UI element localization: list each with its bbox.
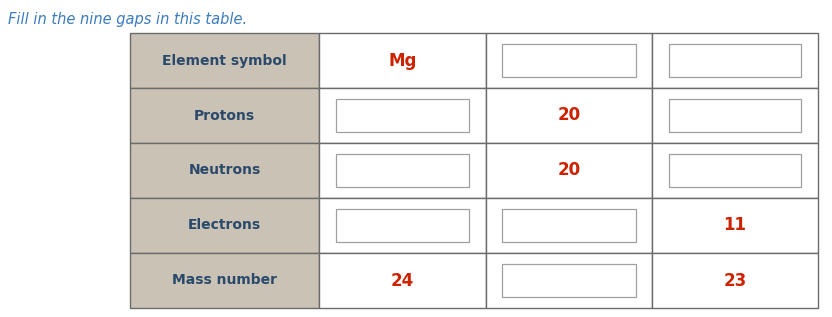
Text: Neutrons: Neutrons: [189, 164, 260, 178]
Text: Mass number: Mass number: [172, 274, 277, 288]
Bar: [319, 88, 486, 143]
Bar: [130, 33, 319, 88]
Bar: [486, 33, 652, 88]
Bar: [669, 154, 801, 187]
Bar: [503, 44, 636, 77]
Text: 11: 11: [724, 217, 746, 235]
Bar: [486, 253, 652, 308]
Bar: [130, 143, 319, 198]
Bar: [319, 253, 486, 308]
Bar: [319, 198, 486, 253]
Bar: [319, 33, 486, 88]
Bar: [130, 88, 319, 143]
Text: Protons: Protons: [194, 108, 255, 122]
Bar: [503, 264, 636, 297]
Text: Fill in the nine gaps in this table.: Fill in the nine gaps in this table.: [8, 12, 247, 27]
Bar: [486, 88, 652, 143]
Bar: [130, 198, 319, 253]
Bar: [669, 44, 801, 77]
Bar: [336, 99, 469, 132]
Bar: [669, 99, 801, 132]
Bar: [486, 143, 652, 198]
Bar: [652, 88, 818, 143]
Bar: [652, 198, 818, 253]
Text: Element symbol: Element symbol: [162, 54, 287, 68]
Bar: [503, 209, 636, 242]
Bar: [130, 253, 319, 308]
Text: 23: 23: [724, 271, 747, 289]
Bar: [319, 143, 486, 198]
Bar: [486, 198, 652, 253]
Bar: [336, 154, 469, 187]
Bar: [652, 33, 818, 88]
Text: Mg: Mg: [389, 51, 417, 69]
Text: 24: 24: [391, 271, 414, 289]
Text: 20: 20: [557, 107, 581, 125]
Bar: [336, 209, 469, 242]
Bar: [652, 143, 818, 198]
Bar: [652, 253, 818, 308]
Text: Electrons: Electrons: [188, 218, 261, 232]
Text: 20: 20: [557, 161, 581, 179]
